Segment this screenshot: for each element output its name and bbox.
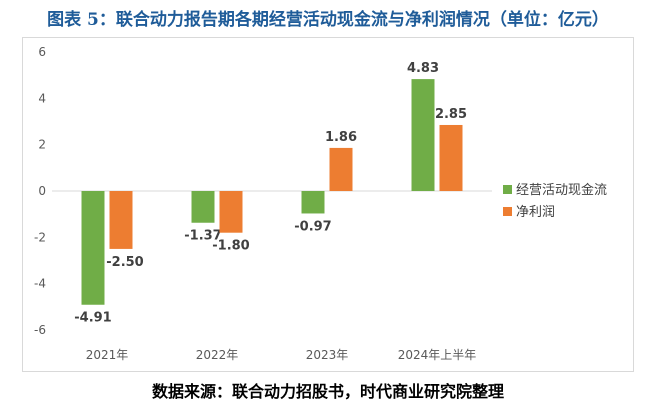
y-tick-label: 0 (38, 184, 46, 198)
bar-cashflow (81, 191, 105, 305)
data-label: -1.37 (184, 229, 221, 244)
data-label: -2.50 (106, 255, 143, 270)
bar-cashflow (191, 191, 215, 223)
bar-cashflow (411, 79, 435, 191)
chart-source: 数据来源：联合动力招股书，时代商业研究院整理 (151, 382, 504, 401)
x-category-label: 2022年 (196, 348, 239, 362)
data-label: 4.83 (407, 61, 439, 76)
bar-netprofit (109, 191, 133, 249)
legend-swatch-netprofit (503, 207, 512, 216)
data-label: -0.97 (294, 219, 331, 234)
chart-title: 图表 5：联合动力报告期各期经营活动现金流与净利润情况（单位：亿元） (47, 10, 609, 30)
legend-label-cashflow: 经营活动现金流 (516, 182, 607, 198)
legend-label-netprofit: 净利润 (516, 205, 555, 220)
data-label: -4.91 (74, 311, 111, 326)
bar-netprofit (439, 124, 463, 191)
x-category-label: 2021年 (86, 348, 129, 362)
data-label: 2.85 (435, 107, 467, 122)
y-tick-label: -2 (34, 230, 46, 244)
chart-frame (22, 37, 634, 372)
y-tick-label: -4 (34, 277, 46, 291)
data-label: -1.80 (212, 239, 249, 254)
y-tick-label: 2 (38, 138, 46, 152)
bar-netprofit (329, 147, 353, 191)
bar-netprofit (219, 191, 243, 233)
data-label: 1.86 (325, 130, 357, 145)
y-tick-label: 4 (38, 91, 46, 105)
y-tick-label: 6 (38, 45, 46, 59)
x-category-label: 2024年上半年 (398, 348, 477, 362)
x-category-label: 2023年 (306, 348, 349, 362)
legend-swatch-cashflow (503, 185, 512, 194)
bar-cashflow (301, 191, 325, 214)
y-tick-label: -6 (34, 323, 46, 337)
